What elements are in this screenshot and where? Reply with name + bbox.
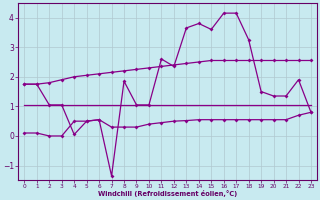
X-axis label: Windchill (Refroidissement éolien,°C): Windchill (Refroidissement éolien,°C)	[98, 190, 237, 197]
